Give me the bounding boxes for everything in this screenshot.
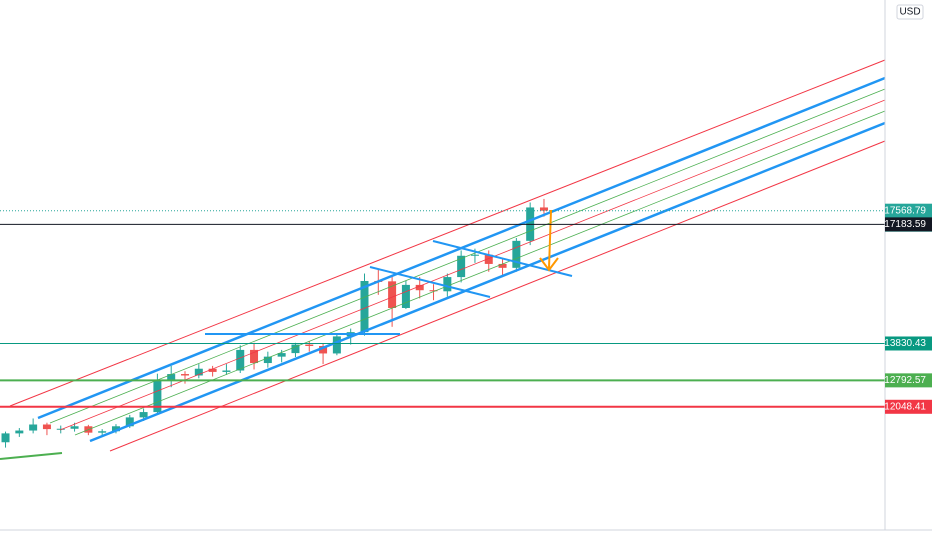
candle-body xyxy=(153,380,162,413)
currency-box xyxy=(896,4,924,20)
candle-body xyxy=(98,431,107,433)
candle-body xyxy=(305,344,314,346)
candle-body xyxy=(236,349,245,371)
price-label: 17568.79 xyxy=(884,205,926,216)
candle-body xyxy=(125,417,134,427)
candle-body xyxy=(15,430,24,434)
candle-body xyxy=(56,428,65,430)
price-axis xyxy=(885,0,932,550)
candle-body xyxy=(429,290,438,292)
candle-body xyxy=(498,263,507,268)
price-label-box xyxy=(885,336,932,351)
candle-body xyxy=(484,254,493,264)
candle-body xyxy=(539,207,548,211)
candle-body xyxy=(29,424,38,431)
pattern-line xyxy=(369,266,491,298)
candle-body xyxy=(470,254,479,256)
candle-body xyxy=(250,349,259,364)
candle-body xyxy=(291,344,300,354)
candle-body xyxy=(181,374,190,376)
candle-body xyxy=(415,284,424,291)
channel-line xyxy=(9,59,886,407)
currency: USD xyxy=(899,7,920,18)
candle-body xyxy=(457,255,466,278)
candle-body xyxy=(139,412,148,418)
price-lines xyxy=(0,210,885,408)
candle-body xyxy=(42,424,51,430)
candle-body xyxy=(111,426,120,432)
price-label: 13830.43 xyxy=(884,338,926,349)
candle-body xyxy=(167,374,176,381)
candle-body xyxy=(443,277,452,292)
price-label: 12048.41 xyxy=(884,401,926,412)
candle-body xyxy=(319,345,328,354)
price-label-box xyxy=(885,217,932,232)
candle-body xyxy=(388,281,397,308)
drawings xyxy=(0,59,886,460)
candle-body xyxy=(360,280,369,333)
arrow xyxy=(548,209,552,269)
candle-body xyxy=(208,368,217,372)
candle-body xyxy=(194,368,203,376)
price-labels: 17568.7953:3517183.5913830.4312792.57120… xyxy=(884,203,932,414)
candle-body xyxy=(277,353,286,357)
price-label-box xyxy=(885,373,932,388)
candle-body xyxy=(263,356,272,364)
candle-body xyxy=(332,336,341,354)
candle-body xyxy=(1,433,10,443)
price-label: 12792.57 xyxy=(884,375,926,386)
price-label-box xyxy=(885,399,932,414)
channel-line xyxy=(49,88,886,424)
channel-line xyxy=(89,121,886,443)
candle-body xyxy=(70,426,79,429)
price-label: 17183.59 xyxy=(884,219,926,230)
candle-body xyxy=(222,370,231,372)
candle-body xyxy=(401,284,410,308)
candle-body xyxy=(512,240,521,268)
trend-line xyxy=(0,452,63,460)
channel-line xyxy=(109,140,886,452)
arrow-head xyxy=(539,257,559,272)
channel-line xyxy=(59,99,886,431)
